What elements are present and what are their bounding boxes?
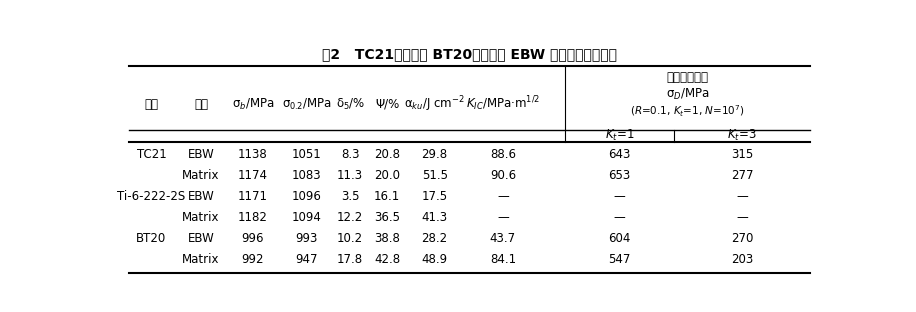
Text: 51.5: 51.5 bbox=[421, 169, 448, 183]
Text: 36.5: 36.5 bbox=[374, 212, 400, 224]
Text: 8.3: 8.3 bbox=[341, 149, 359, 161]
Text: $K_{IC}$/MPa·m$^{1/2}$: $K_{IC}$/MPa·m$^{1/2}$ bbox=[465, 95, 540, 114]
Text: 16.1: 16.1 bbox=[374, 190, 400, 203]
Text: 653: 653 bbox=[608, 169, 631, 183]
Text: 203: 203 bbox=[731, 253, 753, 266]
Text: —: — bbox=[497, 212, 508, 224]
Text: 1094: 1094 bbox=[292, 212, 322, 224]
Text: 270: 270 bbox=[731, 232, 753, 246]
Text: σ$_b$/MPa: σ$_b$/MPa bbox=[232, 96, 274, 112]
Text: 1174: 1174 bbox=[238, 169, 268, 183]
Text: 表2   TC21钛合金和 BT20等钛合金 EBW 焊接接头性能对比: 表2 TC21钛合金和 BT20等钛合金 EBW 焊接接头性能对比 bbox=[322, 47, 617, 61]
Text: 12.2: 12.2 bbox=[337, 212, 364, 224]
Text: 277: 277 bbox=[731, 169, 753, 183]
Text: Ψ/%: Ψ/% bbox=[375, 98, 399, 111]
Text: EBW: EBW bbox=[188, 149, 214, 161]
Text: 643: 643 bbox=[608, 149, 631, 161]
Text: 90.6: 90.6 bbox=[490, 169, 516, 183]
Text: ($R$=0.1, $K_t$=1, $N$=10$^7$): ($R$=0.1, $K_t$=1, $N$=10$^7$) bbox=[630, 104, 745, 119]
Text: Matrix: Matrix bbox=[182, 253, 220, 266]
Text: 315: 315 bbox=[731, 149, 753, 161]
Text: 38.8: 38.8 bbox=[374, 232, 400, 246]
Text: 1083: 1083 bbox=[292, 169, 322, 183]
Text: α$_{ku}$/J cm$^{-2}$: α$_{ku}$/J cm$^{-2}$ bbox=[404, 94, 465, 114]
Text: 1138: 1138 bbox=[238, 149, 267, 161]
Text: 11.3: 11.3 bbox=[337, 169, 364, 183]
Text: 1096: 1096 bbox=[292, 190, 322, 203]
Text: 疲劳极限强度: 疲劳极限强度 bbox=[667, 71, 709, 84]
Text: δ$_5$/%: δ$_5$/% bbox=[335, 96, 365, 112]
Text: —: — bbox=[614, 190, 626, 203]
Text: 1182: 1182 bbox=[238, 212, 267, 224]
Text: 992: 992 bbox=[242, 253, 264, 266]
Text: σ$_D$/MPa: σ$_D$/MPa bbox=[666, 87, 710, 102]
Text: 84.1: 84.1 bbox=[490, 253, 516, 266]
Text: 947: 947 bbox=[296, 253, 318, 266]
Text: 20.0: 20.0 bbox=[374, 169, 400, 183]
Text: 17.5: 17.5 bbox=[421, 190, 448, 203]
Text: 1171: 1171 bbox=[238, 190, 268, 203]
Text: 17.8: 17.8 bbox=[337, 253, 364, 266]
Text: 42.8: 42.8 bbox=[374, 253, 400, 266]
Text: EBW: EBW bbox=[188, 190, 214, 203]
Text: Matrix: Matrix bbox=[182, 169, 220, 183]
Text: $K_t$=3: $K_t$=3 bbox=[727, 128, 757, 143]
Text: 10.2: 10.2 bbox=[337, 232, 364, 246]
Text: 43.7: 43.7 bbox=[490, 232, 516, 246]
Text: Ti-6-222-2S: Ti-6-222-2S bbox=[117, 190, 186, 203]
Text: 996: 996 bbox=[242, 232, 264, 246]
Text: 1051: 1051 bbox=[292, 149, 322, 161]
Text: 48.9: 48.9 bbox=[421, 253, 448, 266]
Text: 993: 993 bbox=[296, 232, 318, 246]
Text: 604: 604 bbox=[608, 232, 631, 246]
Text: —: — bbox=[614, 212, 626, 224]
Text: EBW: EBW bbox=[188, 232, 214, 246]
Text: BT20: BT20 bbox=[136, 232, 167, 246]
Text: —: — bbox=[736, 212, 748, 224]
Text: TC21: TC21 bbox=[136, 149, 167, 161]
Text: $K_t$=1: $K_t$=1 bbox=[605, 128, 635, 143]
Text: 3.5: 3.5 bbox=[341, 190, 359, 203]
Text: —: — bbox=[736, 190, 748, 203]
Text: 88.6: 88.6 bbox=[490, 149, 516, 161]
Text: Matrix: Matrix bbox=[182, 212, 220, 224]
Text: 合金: 合金 bbox=[145, 98, 158, 111]
Text: 状态: 状态 bbox=[194, 98, 208, 111]
Text: 20.8: 20.8 bbox=[374, 149, 400, 161]
Text: 29.8: 29.8 bbox=[421, 149, 448, 161]
Text: 28.2: 28.2 bbox=[421, 232, 448, 246]
Text: 41.3: 41.3 bbox=[421, 212, 448, 224]
Text: 547: 547 bbox=[608, 253, 631, 266]
Text: σ$_{0.2}$/MPa: σ$_{0.2}$/MPa bbox=[282, 96, 332, 112]
Text: —: — bbox=[497, 190, 508, 203]
